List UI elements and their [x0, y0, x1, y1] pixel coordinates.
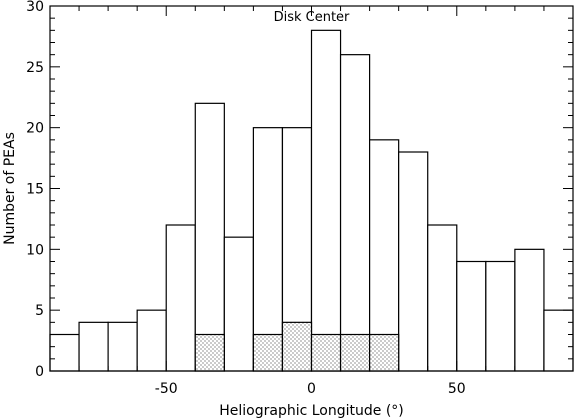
- histogram-bar: [165, 224, 196, 372]
- x-tick-label: 0: [307, 381, 316, 397]
- histogram-bar: [398, 151, 429, 372]
- y-tick-label: 10: [26, 242, 44, 258]
- histogram-bar: [456, 260, 487, 372]
- histogram-bar: [136, 309, 167, 372]
- histogram-bar: [194, 102, 225, 372]
- hatched-bar: [194, 333, 225, 372]
- y-tick-label: 0: [35, 364, 44, 380]
- hatched-bar: [310, 333, 342, 372]
- hatched-bar: [252, 333, 284, 372]
- histogram-bar: [339, 54, 371, 372]
- histogram-bar: [310, 29, 342, 372]
- x-tick-label: -50: [155, 381, 178, 397]
- y-tick-label: 5: [35, 303, 44, 319]
- histogram-bar: [78, 321, 109, 372]
- x-axis-label: Heliographic Longitude (°): [219, 403, 404, 419]
- x-tick-label: 50: [448, 381, 466, 397]
- y-tick-label: 15: [26, 182, 44, 198]
- histogram-bar: [514, 248, 545, 372]
- histogram-bar: [223, 236, 254, 372]
- histogram-bar: [252, 127, 284, 372]
- chart-title: Disk Center: [274, 10, 350, 25]
- histogram-bar: [107, 321, 138, 372]
- histogram-bar: [485, 260, 516, 372]
- hatched-bar: [339, 333, 371, 372]
- y-tick-label: 25: [26, 60, 44, 76]
- y-tick-label: 30: [26, 0, 44, 15]
- histogram-bar: [543, 309, 574, 372]
- y-axis-label: Number of PEAs: [2, 132, 18, 245]
- y-tick-label: 20: [26, 121, 44, 137]
- hatched-bar: [369, 333, 400, 372]
- hatched-bar: [281, 321, 313, 372]
- histogram-bar: [49, 333, 80, 372]
- histogram-bar: [427, 224, 458, 372]
- ticks: -50 0 50 0 5 10 15 20 25 30: [26, 0, 574, 397]
- histogram-bars: [49, 29, 574, 372]
